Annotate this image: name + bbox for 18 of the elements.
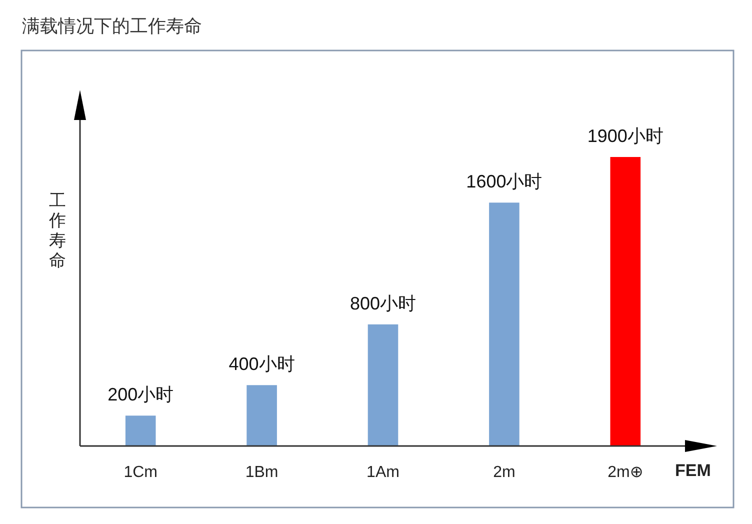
x-tick-label: 2m⊕: [608, 464, 644, 482]
x-tick-label: 1Am: [366, 464, 400, 482]
x-tick-label: 2m: [493, 464, 516, 482]
x-tick-label: 1Cm: [124, 464, 158, 482]
data-label: 200小时: [108, 384, 174, 405]
bar: [610, 157, 641, 446]
y-axis-title: 工作寿命: [49, 191, 67, 271]
data-label: 1600小时: [466, 172, 542, 192]
x-axis-title: FEM: [675, 461, 711, 481]
data-label: 800小时: [350, 293, 416, 314]
bar: [489, 202, 520, 446]
data-label: 1900小时: [587, 126, 664, 146]
bar: [368, 324, 398, 446]
bar: [125, 416, 156, 446]
bar: [246, 385, 277, 446]
x-tick-label: 1Bm: [245, 464, 278, 482]
chart-title: 满载情况下的工作寿命: [22, 15, 202, 38]
data-label: 400小时: [228, 354, 295, 374]
